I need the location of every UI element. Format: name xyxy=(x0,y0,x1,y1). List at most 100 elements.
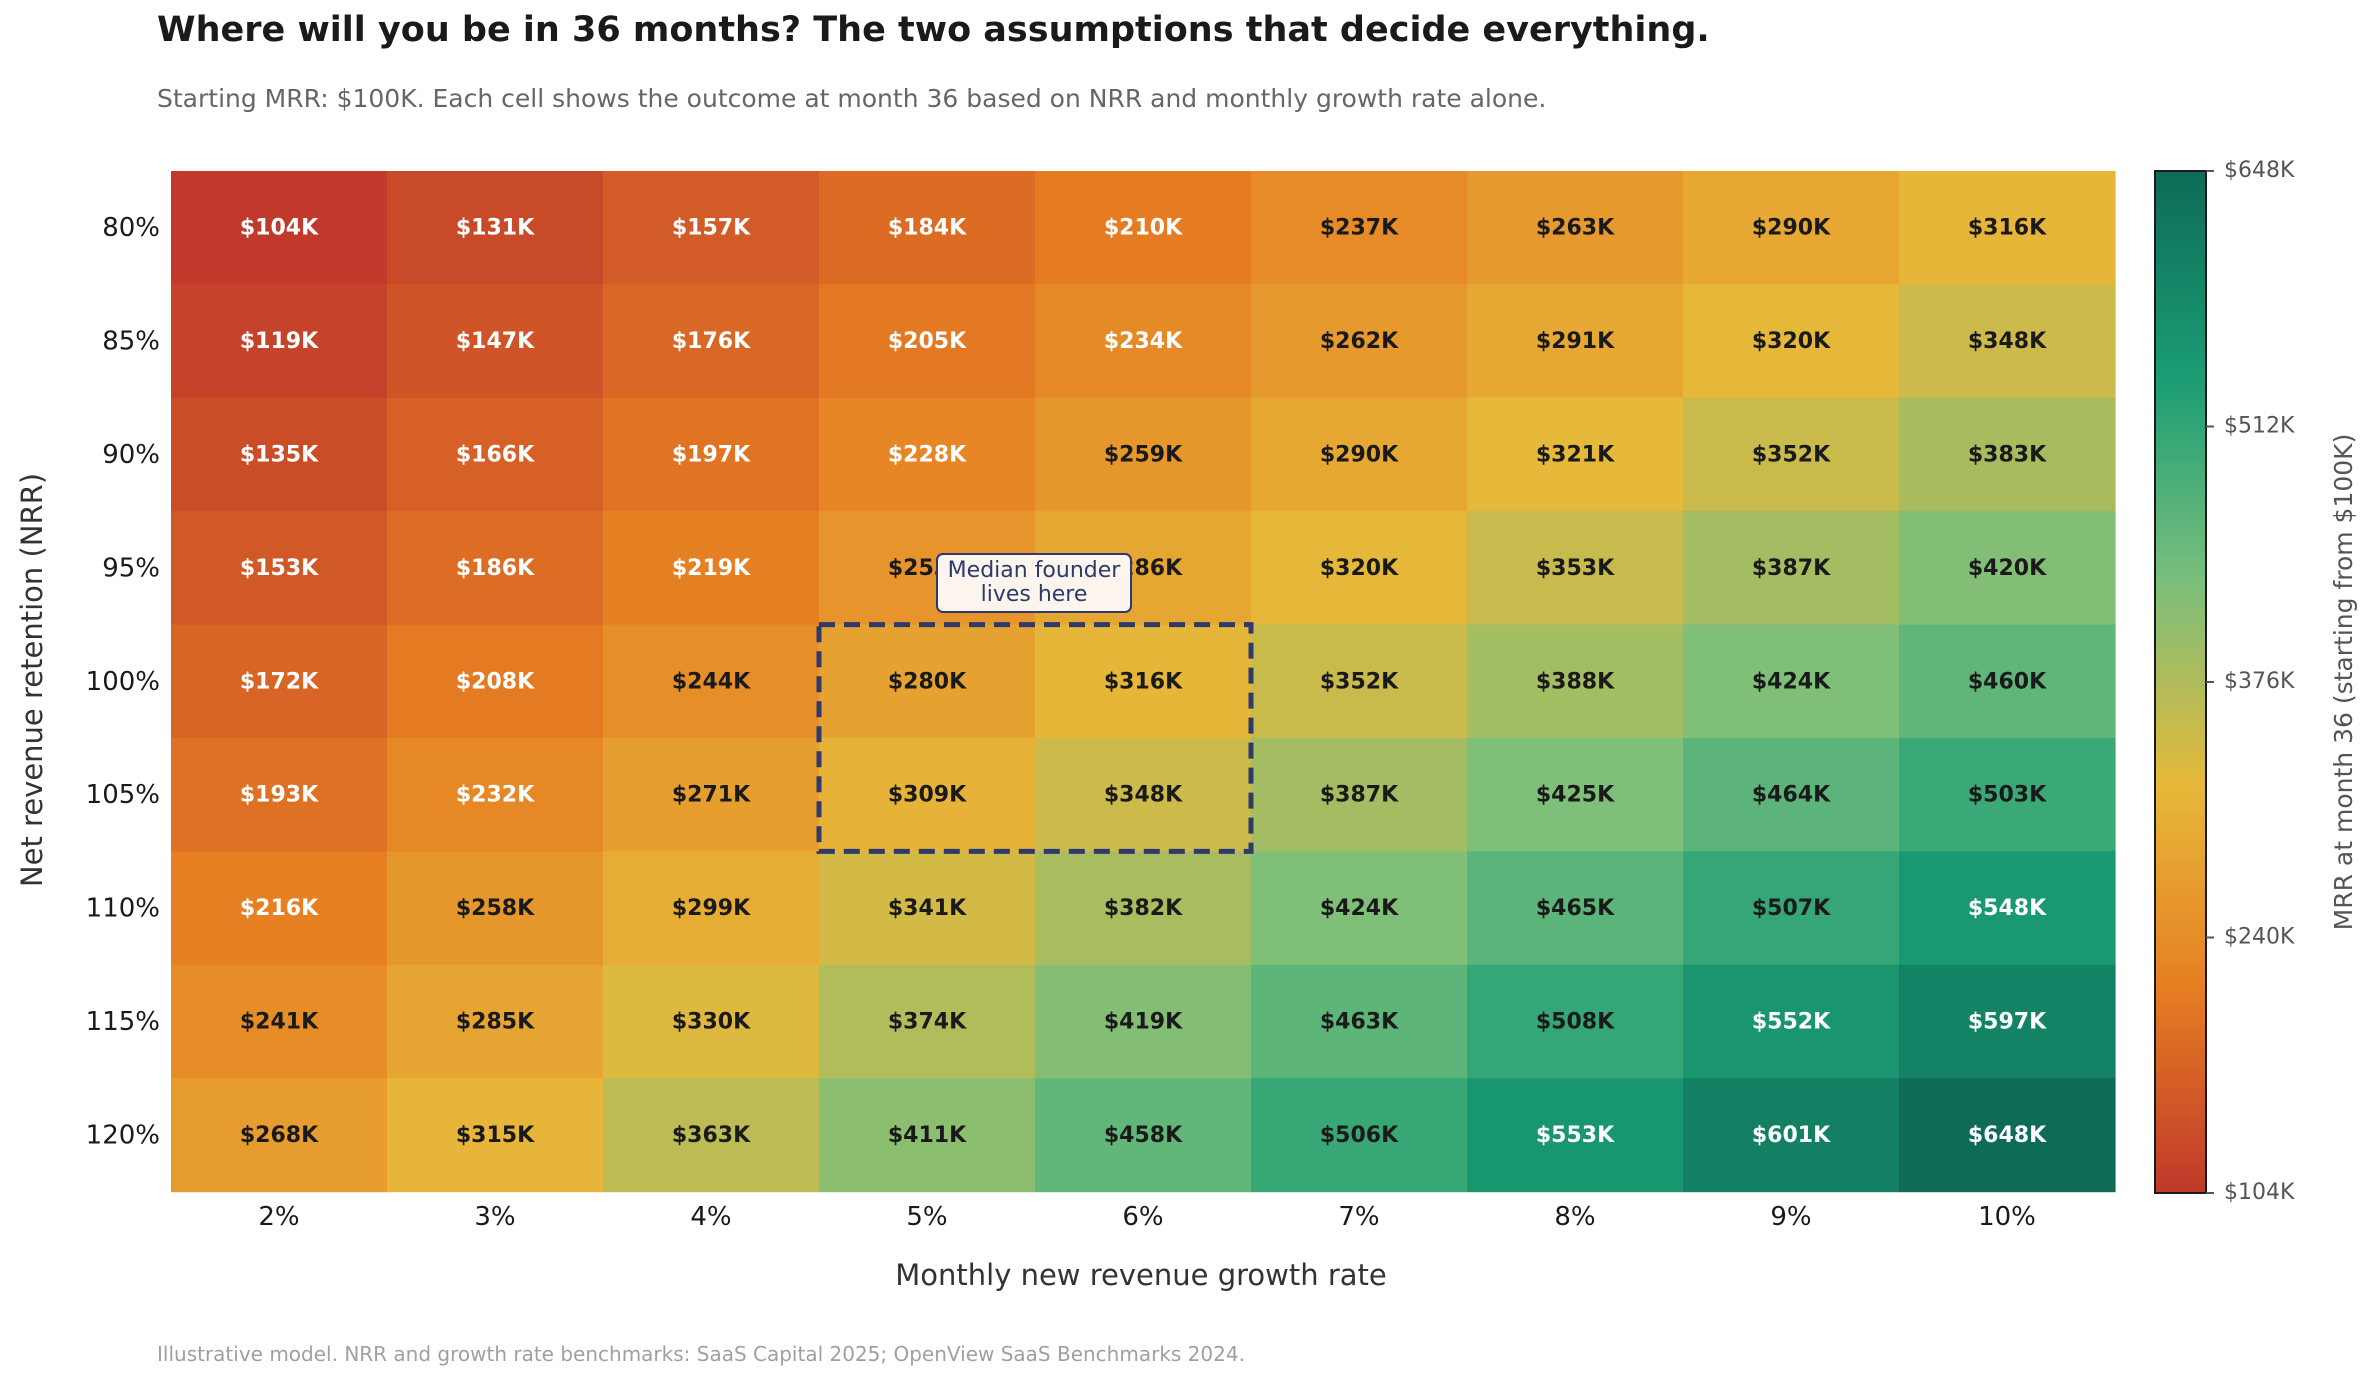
cell-value-label: $374K xyxy=(888,1010,967,1035)
heatmap-cell xyxy=(171,284,388,399)
cell-value-label: $228K xyxy=(888,443,967,468)
cell-value-label: $315K xyxy=(456,1123,535,1148)
cell-value-label: $601K xyxy=(1752,1123,1831,1148)
cell-value-label: $503K xyxy=(1968,783,2047,808)
x-tick-label: 9% xyxy=(1770,1202,1811,1232)
cell-value-label: $316K xyxy=(1968,216,2047,241)
heatmap-cell xyxy=(1683,284,1900,399)
heatmap-cell xyxy=(171,738,388,852)
cell-value-label: $463K xyxy=(1320,1010,1399,1035)
heatmap-cell-labels: $104K $131K $157K $184K $210K $237K $263K $290K… xyxy=(240,216,2047,1148)
cell-value-label: $290K xyxy=(1320,443,1399,468)
cell-value-label: $464K xyxy=(1752,783,1831,808)
colorbar-ticks: $104K $240K $376K $512K $648K xyxy=(2206,158,2295,1205)
heatmap-cell xyxy=(1899,171,2116,285)
heatmap-cell xyxy=(819,284,1036,399)
cell-value-label: $153K xyxy=(240,556,319,581)
cell-value-label: $193K xyxy=(240,783,319,808)
x-tick-label: 5% xyxy=(906,1202,947,1232)
y-tick-label: 110% xyxy=(86,894,160,924)
x-tick-label: 4% xyxy=(690,1202,731,1232)
heatmap-cell xyxy=(1683,171,1900,285)
cell-value-label: $648K xyxy=(1968,1123,2047,1148)
cell-value-label: $309K xyxy=(888,783,967,808)
cell-value-label: $387K xyxy=(1752,556,1831,581)
heatmap-cell xyxy=(603,1078,820,1193)
colorbar-tick-label: $648K xyxy=(2224,158,2295,183)
y-axis-label: Net revenue retention (NRR) xyxy=(15,473,49,887)
colorbar-tick-label: $240K xyxy=(2224,925,2295,950)
cell-value-label: $320K xyxy=(1320,556,1399,581)
cell-value-label: $262K xyxy=(1320,329,1399,354)
heatmap-cell xyxy=(387,738,604,852)
cell-value-label: $244K xyxy=(672,669,751,694)
heatmap-cell xyxy=(1683,964,1900,1079)
heatmap-cell xyxy=(1683,397,1900,512)
cell-value-label: $348K xyxy=(1968,329,2047,354)
heatmap-cell xyxy=(1251,397,1468,512)
colorbar-gradient xyxy=(2154,170,2207,1194)
heatmap-cell xyxy=(1899,964,2116,1079)
heatmap-cell xyxy=(1683,624,1900,739)
x-tick-label: 6% xyxy=(1122,1202,1163,1232)
cell-value-label: $280K xyxy=(888,669,967,694)
colorbar-label: MRR at month 36 (starting from $100K) xyxy=(2329,434,2358,931)
cell-value-label: $597K xyxy=(1968,1010,2047,1035)
cell-value-label: $425K xyxy=(1536,783,1615,808)
cell-value-label: $460K xyxy=(1968,669,2047,694)
cell-value-label: $172K xyxy=(240,669,319,694)
cell-value-label: $352K xyxy=(1752,443,1831,468)
heatmap-cell xyxy=(603,397,820,512)
cell-value-label: $131K xyxy=(456,216,535,241)
heatmap-cell xyxy=(819,397,1036,512)
heatmap-cell xyxy=(1467,964,1684,1079)
x-tick-label: 2% xyxy=(258,1202,299,1232)
cell-value-label: $157K xyxy=(672,216,751,241)
cell-value-label: $363K xyxy=(672,1123,751,1148)
heatmap-cell xyxy=(171,397,388,512)
cell-value-label: $216K xyxy=(240,896,319,921)
heatmap-cell xyxy=(1899,624,2116,739)
x-axis-ticks: 2% 3% 4% 5% 6% 7% 8% 9% 10% xyxy=(258,1202,2036,1232)
heatmap-cell xyxy=(1899,851,2116,966)
cell-value-label: $383K xyxy=(1968,443,2047,468)
heatmap-cell xyxy=(171,1078,388,1193)
cell-value-label: $465K xyxy=(1536,896,1615,921)
cell-value-label: $320K xyxy=(1752,329,1831,354)
heatmap-cell xyxy=(603,511,820,626)
heatmap-cell xyxy=(819,738,1036,852)
cell-value-label: $382K xyxy=(1104,896,1183,921)
cell-value-label: $176K xyxy=(672,329,751,354)
heatmap-cell xyxy=(1899,284,2116,399)
heatmap-cell xyxy=(819,964,1036,1079)
y-tick-label: 80% xyxy=(102,213,160,243)
cell-value-label: $506K xyxy=(1320,1123,1399,1148)
heatmap-cell xyxy=(1035,171,1252,285)
cell-value-label: $507K xyxy=(1752,896,1831,921)
cell-value-label: $341K xyxy=(888,896,967,921)
heatmap-cell xyxy=(171,964,388,1079)
heatmap-cell xyxy=(387,624,604,739)
cell-value-label: $458K xyxy=(1104,1123,1183,1148)
chart-title: Where will you be in 36 months? The two … xyxy=(157,10,1710,50)
cell-value-label: $258K xyxy=(456,896,535,921)
colorbar-tick-label: $104K xyxy=(2224,1180,2295,1205)
heatmap-cell xyxy=(387,511,604,626)
heatmap-cell xyxy=(1467,851,1684,966)
heatmap-cell xyxy=(1035,1078,1252,1193)
heatmap-cell xyxy=(1683,1078,1900,1193)
cell-value-label: $348K xyxy=(1104,783,1183,808)
cell-value-label: $291K xyxy=(1536,329,1615,354)
heatmap-cell xyxy=(387,171,604,285)
heatmap-cell xyxy=(1467,624,1684,739)
cell-value-label: $219K xyxy=(672,556,751,581)
heatmap-cell xyxy=(1467,1078,1684,1193)
heatmap-cell xyxy=(171,624,388,739)
heatmap-cell xyxy=(171,511,388,626)
cell-value-label: $411K xyxy=(888,1123,967,1148)
cell-value-label: $271K xyxy=(672,783,751,808)
cell-value-label: $268K xyxy=(240,1123,319,1148)
heatmap-cell xyxy=(1251,624,1468,739)
cell-value-label: $285K xyxy=(456,1010,535,1035)
